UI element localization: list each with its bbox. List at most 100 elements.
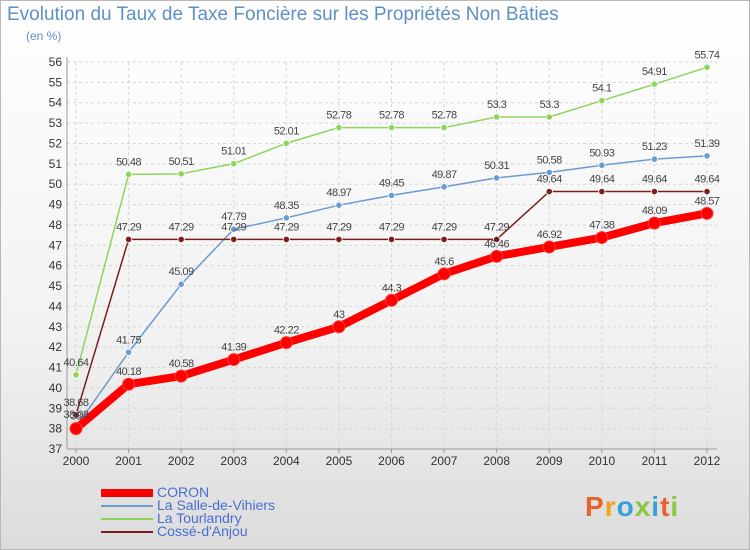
- series-point-1: [124, 348, 133, 356]
- y-tick-label: 42: [49, 340, 63, 354]
- y-tick-label: 45: [49, 279, 63, 293]
- y-tick-label: 44: [49, 299, 63, 313]
- y-tick-label: 51: [49, 157, 63, 171]
- series-point-2: [440, 123, 448, 132]
- data-label: 49.45: [379, 177, 404, 189]
- logo-letter: i: [651, 491, 661, 522]
- data-label: 41.39: [221, 342, 246, 354]
- series-point-0: [385, 293, 398, 307]
- x-tick-label: 2001: [115, 454, 142, 468]
- data-label: 40.58: [169, 358, 194, 370]
- series-point-3: [335, 235, 343, 244]
- y-tick-label: 40: [49, 381, 63, 395]
- series-point-2: [387, 123, 396, 132]
- series-point-1: [650, 155, 659, 163]
- series-point-2: [493, 113, 501, 121]
- series-point-0: [279, 336, 293, 350]
- y-tick-label: 54: [49, 96, 63, 110]
- series-point-3: [72, 411, 80, 419]
- series-point-1: [177, 280, 185, 288]
- y-tick-label: 52: [49, 136, 63, 150]
- chart-unit: (en %): [26, 29, 62, 43]
- data-label: 48.35: [274, 200, 299, 212]
- y-tick-label: 49: [49, 198, 63, 212]
- series-point-3: [177, 235, 185, 244]
- data-label: 47.29: [274, 221, 299, 233]
- legend-label: Cossé-d'Anjou: [157, 523, 248, 539]
- y-tick-label: 55: [49, 75, 63, 89]
- data-label: 52.78: [379, 110, 404, 122]
- data-label: 53.3: [487, 99, 507, 111]
- data-label: 49.64: [537, 174, 562, 186]
- data-label: 38.68: [63, 397, 88, 409]
- data-label: 49.64: [589, 174, 614, 186]
- data-label: 47.29: [169, 221, 194, 233]
- data-label: 49.64: [642, 174, 667, 186]
- data-label: 45.09: [169, 266, 194, 278]
- data-label: 46.46: [484, 238, 509, 250]
- series-point-2: [703, 63, 711, 71]
- data-label: 50.93: [589, 147, 614, 159]
- data-label: 47.79: [221, 211, 246, 223]
- logo-letter: i: [670, 491, 680, 522]
- data-label: 49.87: [432, 169, 457, 181]
- logo-letter: o: [616, 491, 635, 522]
- data-label: 38.08: [63, 409, 88, 421]
- series-point-1: [545, 168, 553, 176]
- data-label: 54.1: [592, 83, 612, 95]
- y-tick-label: 39: [49, 401, 63, 415]
- y-tick-label: 50: [49, 177, 63, 191]
- series-point-0: [122, 377, 136, 391]
- data-label: 48.09: [642, 205, 667, 217]
- y-tick-label: 53: [49, 116, 63, 130]
- series-point-3: [545, 187, 553, 196]
- x-tick-label: 2004: [273, 454, 300, 468]
- data-label: 50.58: [537, 154, 562, 166]
- logo-letter: r: [604, 491, 617, 522]
- series-point-3: [493, 235, 501, 244]
- data-label: 47.29: [484, 221, 509, 233]
- data-label: 40.18: [116, 366, 141, 378]
- series-point-2: [650, 80, 659, 88]
- series-point-3: [440, 235, 448, 244]
- series-point-1: [703, 152, 711, 160]
- data-label: 40.64: [63, 357, 88, 369]
- x-tick-label: 2009: [536, 454, 563, 468]
- series-point-0: [332, 320, 346, 334]
- data-label: 44.3: [382, 282, 402, 294]
- data-label: 51.01: [221, 146, 246, 158]
- y-tick-label: 37: [49, 442, 63, 456]
- series-point-1: [440, 183, 448, 191]
- chart-title: Evolution du Taux de Taxe Foncière sur l…: [7, 4, 559, 25]
- y-tick-label: 56: [49, 55, 63, 69]
- series-point-1: [493, 174, 501, 182]
- series-point-3: [282, 235, 290, 244]
- data-label: 49.64: [694, 174, 719, 186]
- series-point-0: [700, 206, 714, 220]
- series-point-1: [387, 191, 396, 200]
- x-tick-label: 2006: [378, 454, 405, 468]
- data-label: 48.97: [326, 187, 351, 199]
- legend-swatch: [101, 518, 153, 520]
- series-point-2: [230, 160, 238, 168]
- data-label: 47.29: [432, 221, 457, 233]
- series-point-3: [387, 235, 396, 244]
- series-point-3: [598, 187, 606, 196]
- logo-letter: P: [585, 491, 605, 522]
- x-tick-label: 2002: [168, 454, 195, 468]
- series-point-0: [595, 231, 609, 245]
- legend-label: La Tourlandry: [157, 510, 242, 526]
- x-tick-label: 2010: [588, 454, 615, 468]
- data-label: 52.78: [432, 110, 457, 122]
- logo-letter: x: [634, 491, 652, 522]
- y-tick-label: 48: [49, 218, 63, 232]
- series-point-0: [174, 369, 188, 383]
- legend-swatch: [101, 505, 153, 507]
- series-point-2: [124, 170, 133, 179]
- series-point-3: [230, 235, 238, 244]
- series-point-2: [545, 113, 553, 121]
- y-tick-label: 38: [49, 422, 63, 436]
- x-tick-label: 2000: [63, 454, 90, 468]
